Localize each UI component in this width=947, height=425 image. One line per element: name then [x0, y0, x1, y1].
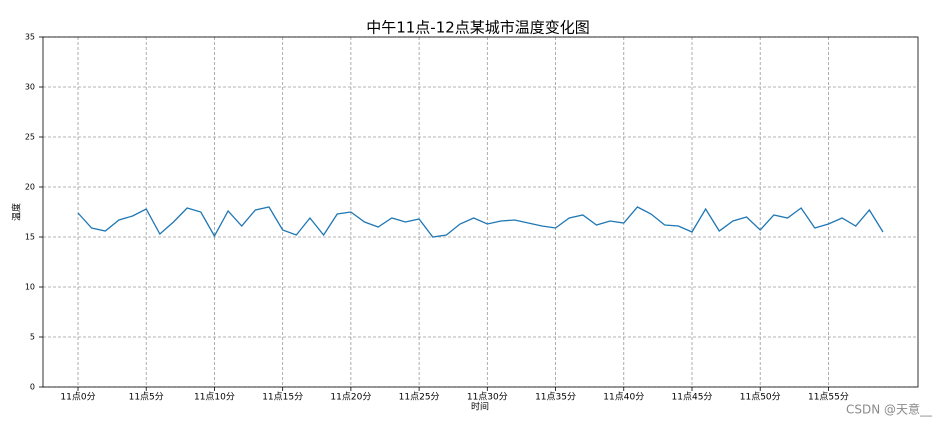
y-tick-label: 25: [25, 133, 35, 142]
y-tick-label: 30: [25, 83, 35, 92]
y-tick-label: 5: [30, 333, 35, 342]
y-tick-label: 20: [25, 183, 35, 192]
x-tick-label: 11点45分: [672, 392, 713, 403]
x-tick-label: 11点35分: [535, 392, 576, 403]
y-axis-label: 温度: [11, 203, 23, 221]
x-tick-label: 11点30分: [467, 392, 508, 403]
x-axis-label: 时间: [471, 401, 489, 413]
y-tick-label: 35: [25, 33, 35, 42]
y-tick-label: 15: [25, 233, 35, 242]
x-tick-label: 11点40分: [603, 392, 644, 403]
plot-frame: [42, 36, 919, 388]
x-tick-label: 11点55分: [808, 392, 849, 403]
x-tick-label: 11点15分: [262, 392, 303, 403]
x-tick-label: 11点50分: [740, 392, 781, 403]
x-tick-label: 11点20分: [330, 392, 371, 403]
chart-title: 中午11点-12点某城市温度变化图: [366, 19, 590, 37]
x-tick-label: 11点25分: [399, 392, 440, 403]
watermark: CSDN @天意__: [846, 402, 933, 417]
x-tick-label: 11点10分: [194, 392, 235, 403]
series-line: [77, 206, 884, 238]
y-tick-label: 0: [30, 383, 35, 392]
y-tick-label: 10: [25, 283, 35, 292]
x-tick-label: 11点5分: [129, 392, 164, 403]
x-tick-label: 11点0分: [60, 392, 95, 403]
